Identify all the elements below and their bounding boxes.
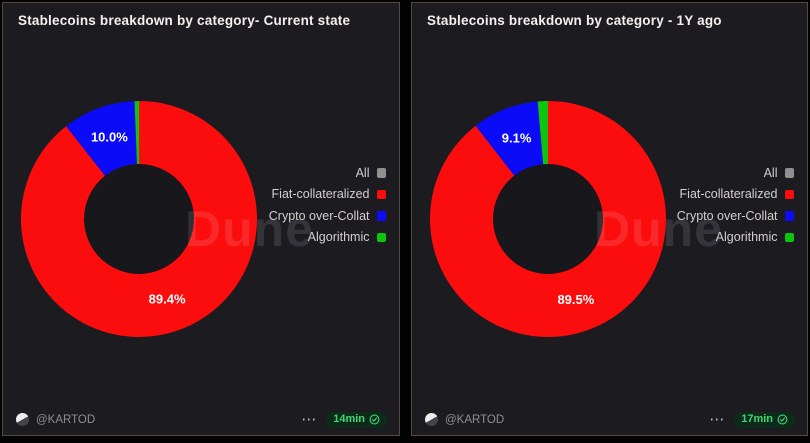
pie-slice-fiat-collateralized[interactable] — [21, 101, 258, 338]
more-options-icon[interactable] — [709, 416, 724, 424]
legend-swatch-icon — [376, 168, 386, 178]
legend-item-fiat-collateralized[interactable]: Fiat-collateralized — [269, 184, 386, 206]
author-handle[interactable]: @KARTOD — [445, 413, 505, 426]
card-footer: @KARTOD 17min — [425, 411, 795, 428]
legend-item-algorithmic[interactable]: Algorithmic — [269, 227, 386, 249]
chart-legend: All Fiat-collateralized Crypto over-Collat… — [677, 162, 794, 248]
legend-item-all[interactable]: All — [677, 162, 794, 184]
donut-hole — [493, 164, 603, 274]
slice-percentage-label: 9.1% — [502, 130, 532, 145]
pie-slice-fiat-collateralized[interactable] — [430, 101, 667, 337]
donut-hole — [84, 164, 194, 274]
legend-item-crypto-over-collat[interactable]: Crypto over-Collat — [677, 205, 794, 227]
refresh-time-label: 14min — [333, 413, 365, 425]
pie-slice-algorithmic[interactable] — [537, 101, 548, 165]
legend-label: All — [355, 165, 370, 180]
slice-percentage-label: 10.0% — [91, 130, 128, 145]
legend-item-algorithmic[interactable]: Algorithmic — [677, 227, 794, 249]
card-footer: @KARTOD 14min — [16, 411, 387, 428]
donut-svg: 89.4% 10.0% — [21, 100, 258, 338]
legend-label: Fiat-collateralized — [271, 187, 370, 202]
dune-avatar-icon[interactable] — [425, 413, 438, 426]
legend-item-all[interactable]: All — [269, 162, 386, 184]
legend-label: Algorithmic — [307, 230, 370, 245]
legend-swatch-icon — [784, 168, 794, 178]
pie-slice-crypto-over-collat[interactable] — [66, 101, 137, 176]
refresh-status-badge[interactable]: 17min — [734, 411, 795, 428]
legend-label: Algorithmic — [715, 230, 778, 245]
check-circle-icon — [369, 414, 380, 425]
author-handle[interactable]: @KARTOD — [36, 413, 96, 426]
legend-swatch-icon — [784, 232, 794, 242]
chart-title: Stablecoins breakdown by category- Curre… — [18, 13, 351, 28]
chart-card-1y-ago: Stablecoins breakdown by category - 1Y a… — [411, 2, 808, 436]
legend-item-fiat-collateralized[interactable]: Fiat-collateralized — [677, 184, 794, 206]
donut-chart-current-state: 89.4%10.0% Dune AllFiat-collateralizedCr… — [3, 3, 399, 435]
chart-title: Stablecoins breakdown by category - 1Y a… — [427, 13, 722, 28]
chart-card-current-state: Stablecoins breakdown by category- Curre… — [2, 2, 400, 436]
legend-swatch-icon — [376, 189, 386, 199]
slice-percentage-label: 89.5% — [557, 292, 594, 307]
pie-slice-algorithmic[interactable] — [134, 100, 139, 165]
refresh-status-badge[interactable]: 14min — [326, 411, 387, 428]
legend-label: Crypto over-Collat — [676, 208, 778, 223]
chart-legend: All Fiat-collateralized Crypto over-Collat… — [269, 162, 386, 248]
check-circle-icon — [777, 414, 788, 425]
legend-swatch-icon — [376, 211, 386, 221]
pie-slice-crypto-over-collat[interactable] — [475, 101, 544, 176]
legend-label: Fiat-collateralized — [679, 187, 778, 202]
refresh-time-label: 17min — [741, 413, 773, 425]
slice-percentage-label: 89.4% — [149, 292, 186, 307]
legend-label: Crypto over-Collat — [268, 208, 370, 223]
legend-label: All — [763, 165, 778, 180]
legend-item-crypto-over-collat[interactable]: Crypto over-Collat — [269, 205, 386, 227]
legend-swatch-icon — [784, 189, 794, 199]
legend-swatch-icon — [376, 232, 386, 242]
more-options-icon[interactable] — [301, 416, 316, 424]
donut-svg: 89.5% 9.1% — [430, 101, 667, 337]
donut-chart-1y-ago: 89.5%9.1% Dune AllFiat-collateralizedCry… — [412, 3, 807, 435]
legend-swatch-icon — [784, 211, 794, 221]
dune-avatar-icon[interactable] — [16, 413, 29, 426]
